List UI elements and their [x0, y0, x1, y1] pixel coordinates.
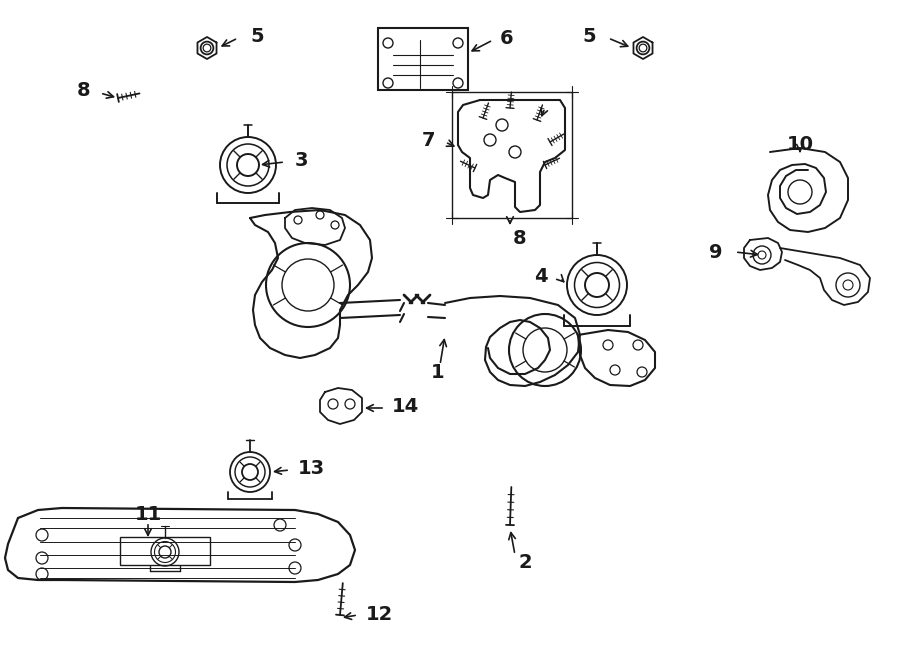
Text: 9: 9: [708, 243, 722, 262]
Bar: [120, 537, 210, 565]
Text: 1: 1: [431, 362, 445, 381]
Text: 8: 8: [513, 229, 526, 247]
Text: 11: 11: [134, 506, 162, 524]
Text: 8: 8: [76, 81, 90, 100]
Text: 5: 5: [582, 28, 596, 46]
Bar: [378, 28, 468, 90]
Text: 13: 13: [298, 459, 325, 479]
Text: 3: 3: [295, 151, 309, 171]
Text: 12: 12: [366, 605, 393, 623]
Bar: [452, 92, 572, 218]
Text: 10: 10: [787, 136, 814, 155]
Text: 2: 2: [518, 553, 532, 572]
Text: 7: 7: [421, 130, 435, 149]
Text: 14: 14: [392, 397, 419, 416]
Text: 4: 4: [535, 266, 548, 286]
Text: 5: 5: [250, 28, 264, 46]
Text: 6: 6: [500, 28, 514, 48]
